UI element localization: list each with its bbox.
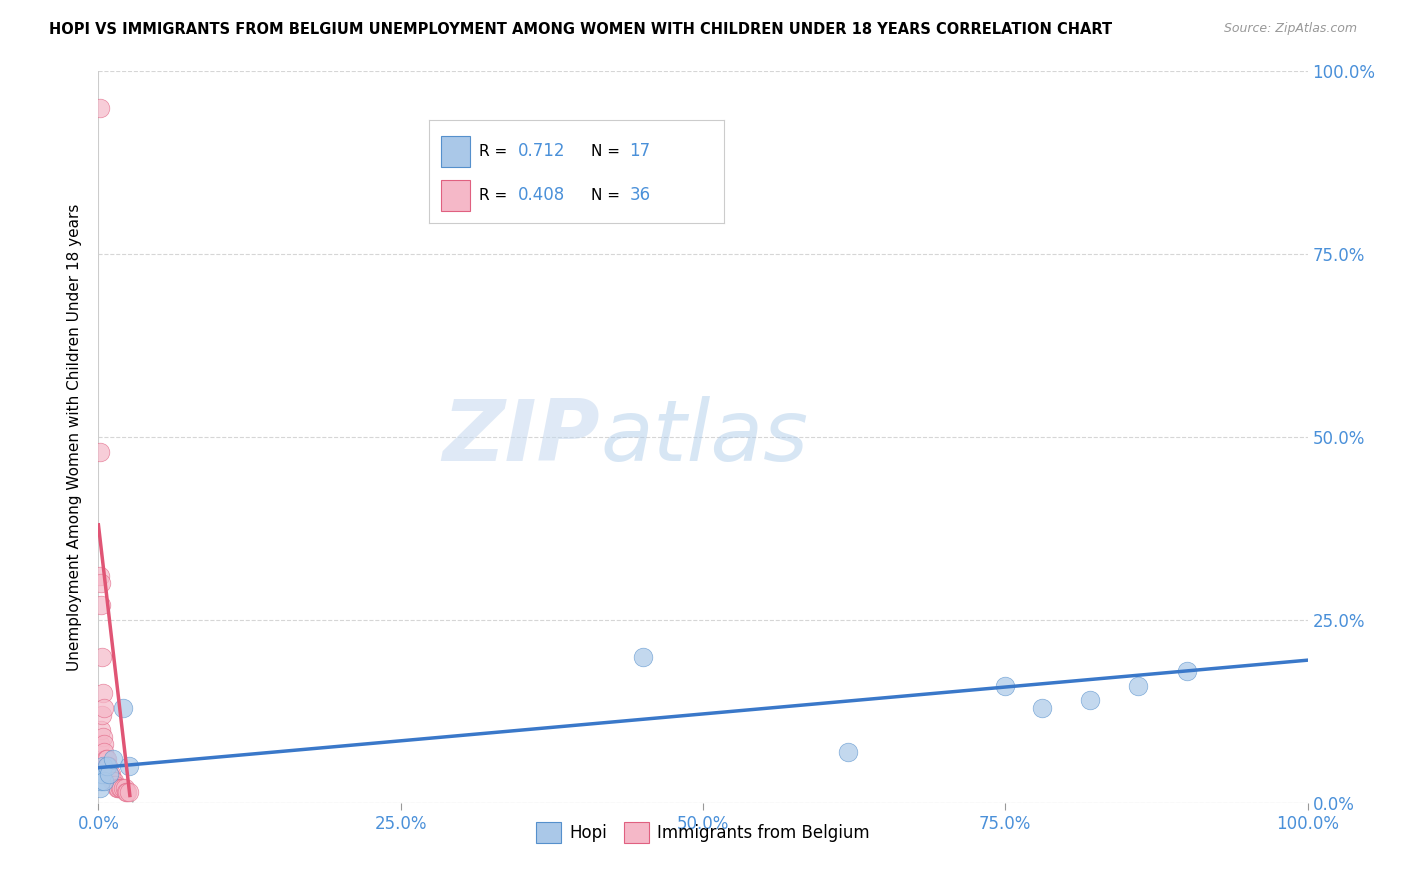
Text: R =: R = <box>479 144 508 159</box>
Text: atlas: atlas <box>600 395 808 479</box>
Point <box>91 759 114 773</box>
Point <box>90 576 112 591</box>
Point <box>1078 693 1101 707</box>
Bar <box>440 180 470 211</box>
Point <box>104 778 127 792</box>
Point <box>118 759 141 773</box>
Point <box>98 766 121 780</box>
Point <box>93 773 115 788</box>
Point <box>90 723 112 737</box>
Y-axis label: Unemployment Among Women with Children Under 18 years: Unemployment Among Women with Children U… <box>67 203 83 671</box>
Point <box>631 649 654 664</box>
Point <box>89 781 111 796</box>
Point <box>96 759 118 773</box>
Point <box>100 770 122 784</box>
Point <box>101 752 124 766</box>
Point <box>837 745 859 759</box>
Point <box>103 773 125 788</box>
Point <box>114 781 136 796</box>
Point <box>1031 700 1053 714</box>
Point <box>110 781 132 796</box>
Point <box>111 781 134 796</box>
Point <box>100 773 122 788</box>
Point <box>90 773 112 788</box>
Point <box>1175 664 1198 678</box>
Point <box>91 686 114 700</box>
Point <box>91 766 114 780</box>
Text: HOPI VS IMMIGRANTS FROM BELGIUM UNEMPLOYMENT AMONG WOMEN WITH CHILDREN UNDER 18 : HOPI VS IMMIGRANTS FROM BELGIUM UNEMPLOY… <box>49 22 1112 37</box>
Point <box>117 785 139 799</box>
Point <box>89 737 111 751</box>
Point <box>89 444 111 458</box>
Legend: Hopi, Immigrants from Belgium: Hopi, Immigrants from Belgium <box>530 815 876 849</box>
Text: ZIP: ZIP <box>443 395 600 479</box>
Bar <box>440 136 470 167</box>
Text: 0.712: 0.712 <box>517 142 565 161</box>
Point <box>115 785 138 799</box>
Point <box>1128 679 1150 693</box>
Point <box>97 759 120 773</box>
Point <box>93 700 115 714</box>
Point <box>98 766 121 780</box>
Point <box>89 569 111 583</box>
Point <box>93 745 115 759</box>
Point <box>91 649 114 664</box>
Point <box>100 766 122 780</box>
Text: 0.408: 0.408 <box>517 186 565 204</box>
Text: N =: N = <box>591 188 620 202</box>
Point <box>96 752 118 766</box>
Point <box>118 785 141 799</box>
Point <box>105 781 128 796</box>
Point <box>108 781 131 796</box>
Text: R =: R = <box>479 188 508 202</box>
Point <box>111 700 134 714</box>
Text: Source: ZipAtlas.com: Source: ZipAtlas.com <box>1223 22 1357 36</box>
Point <box>93 737 115 751</box>
Point <box>91 708 114 723</box>
Text: 36: 36 <box>630 186 651 204</box>
Point <box>994 679 1017 693</box>
Point <box>98 766 121 780</box>
Point <box>97 759 120 773</box>
Point <box>101 773 124 788</box>
Point <box>96 759 118 773</box>
Point <box>94 752 117 766</box>
Point <box>90 599 112 613</box>
Text: 17: 17 <box>630 142 651 161</box>
Text: N =: N = <box>591 144 620 159</box>
Point <box>91 730 114 744</box>
Point <box>89 101 111 115</box>
Point <box>107 781 129 796</box>
